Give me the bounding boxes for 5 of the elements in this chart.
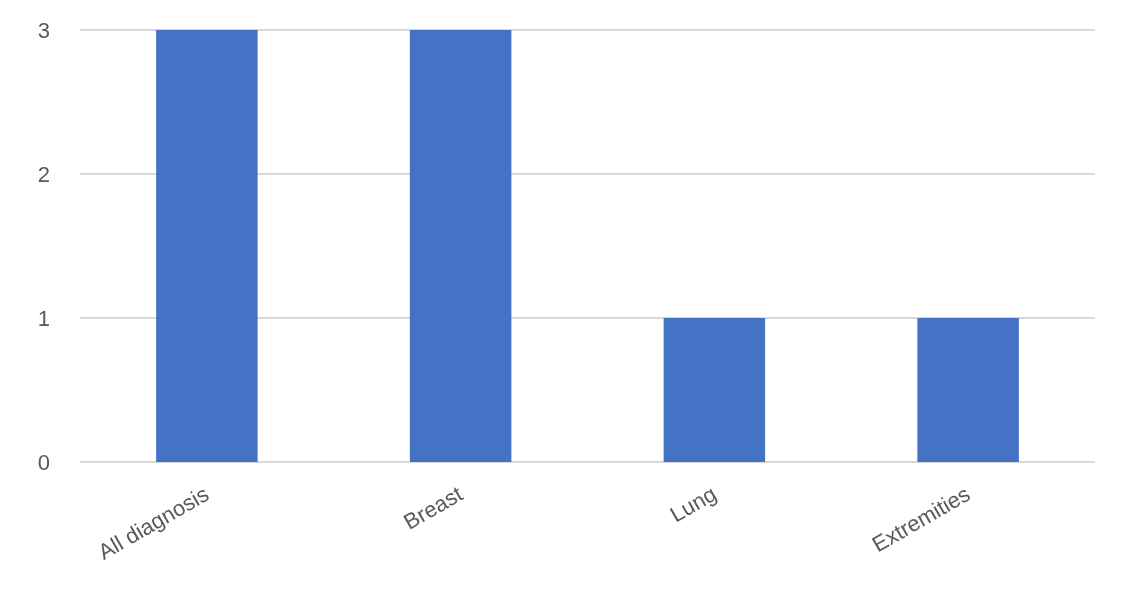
y-tick-label: 1 <box>37 305 50 331</box>
y-tick-label: 2 <box>37 161 50 187</box>
x-tick-label: Lung <box>665 481 721 528</box>
y-tick-label: 0 <box>37 449 50 475</box>
y-tick-label: 3 <box>37 17 50 43</box>
